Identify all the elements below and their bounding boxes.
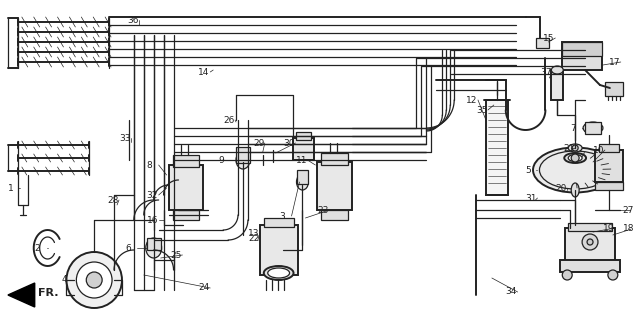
Text: 25: 25 (170, 251, 182, 260)
Ellipse shape (264, 266, 294, 280)
Ellipse shape (268, 268, 289, 278)
Bar (296, 170, 308, 184)
Text: 6: 6 (125, 244, 131, 252)
Circle shape (571, 154, 579, 162)
Ellipse shape (551, 66, 563, 74)
Circle shape (582, 234, 598, 250)
Text: 20: 20 (555, 183, 567, 193)
Text: 28: 28 (107, 196, 118, 204)
Bar (560, 260, 620, 272)
Text: 5: 5 (525, 165, 531, 174)
Bar (585, 122, 601, 134)
Bar (599, 144, 619, 152)
Text: 3: 3 (280, 212, 286, 220)
Bar (236, 147, 250, 163)
Ellipse shape (296, 174, 308, 190)
Text: 27: 27 (623, 205, 634, 214)
Text: 21: 21 (563, 143, 575, 153)
Text: 23: 23 (317, 205, 329, 214)
Bar (562, 42, 602, 56)
Text: 34: 34 (506, 287, 517, 297)
Text: 37: 37 (541, 68, 552, 76)
Text: 29: 29 (253, 139, 264, 148)
Ellipse shape (571, 183, 579, 197)
Text: 30: 30 (284, 139, 295, 148)
Bar (595, 182, 623, 190)
Circle shape (562, 270, 572, 280)
Text: 35: 35 (476, 106, 488, 115)
Bar (536, 38, 550, 48)
Text: 1: 1 (8, 183, 14, 193)
Ellipse shape (568, 144, 582, 152)
Text: 32: 32 (147, 190, 158, 199)
Ellipse shape (146, 238, 162, 258)
Text: 15: 15 (543, 34, 555, 43)
Bar (296, 132, 312, 140)
Circle shape (572, 145, 578, 151)
Bar (565, 228, 615, 263)
Ellipse shape (533, 148, 618, 193)
Bar (595, 150, 623, 182)
Text: 9: 9 (218, 156, 224, 164)
Bar (551, 70, 563, 100)
Circle shape (86, 272, 102, 288)
Bar (317, 162, 352, 210)
Ellipse shape (539, 151, 611, 189)
Circle shape (608, 270, 618, 280)
Text: 10: 10 (593, 146, 604, 155)
Bar (172, 210, 199, 220)
Text: 19: 19 (603, 223, 614, 233)
Text: 12: 12 (466, 95, 478, 105)
Ellipse shape (261, 232, 275, 248)
Text: 16: 16 (147, 215, 158, 225)
Ellipse shape (564, 153, 586, 163)
Text: 2: 2 (35, 244, 40, 252)
Text: 36: 36 (127, 15, 139, 25)
Text: 22: 22 (248, 234, 259, 243)
Text: 31: 31 (525, 194, 537, 203)
Ellipse shape (568, 155, 582, 162)
Bar (293, 138, 314, 160)
Text: 11: 11 (296, 156, 307, 164)
Text: 7: 7 (570, 124, 576, 132)
Text: 8: 8 (147, 161, 153, 170)
Text: 24: 24 (198, 284, 210, 292)
Text: 18: 18 (623, 223, 634, 233)
Text: 14: 14 (198, 68, 210, 76)
Bar (147, 238, 161, 250)
Bar (605, 82, 623, 96)
Text: 4: 4 (62, 276, 67, 284)
Text: 33: 33 (119, 133, 130, 142)
Bar (486, 100, 508, 195)
Ellipse shape (236, 151, 250, 169)
Text: 26: 26 (223, 116, 235, 124)
Bar (172, 155, 199, 167)
Circle shape (76, 262, 112, 298)
Bar (568, 223, 612, 231)
Bar (260, 225, 298, 275)
Bar (261, 228, 275, 242)
Bar (321, 210, 348, 220)
Bar (264, 218, 294, 227)
Bar (169, 165, 204, 210)
Ellipse shape (583, 122, 603, 134)
Polygon shape (8, 283, 35, 307)
Bar (321, 153, 348, 165)
Text: 17: 17 (609, 58, 620, 67)
Text: FR.: FR. (38, 288, 58, 298)
Circle shape (587, 239, 593, 245)
Bar (562, 42, 602, 70)
Text: 13: 13 (248, 228, 259, 237)
Circle shape (66, 252, 122, 308)
